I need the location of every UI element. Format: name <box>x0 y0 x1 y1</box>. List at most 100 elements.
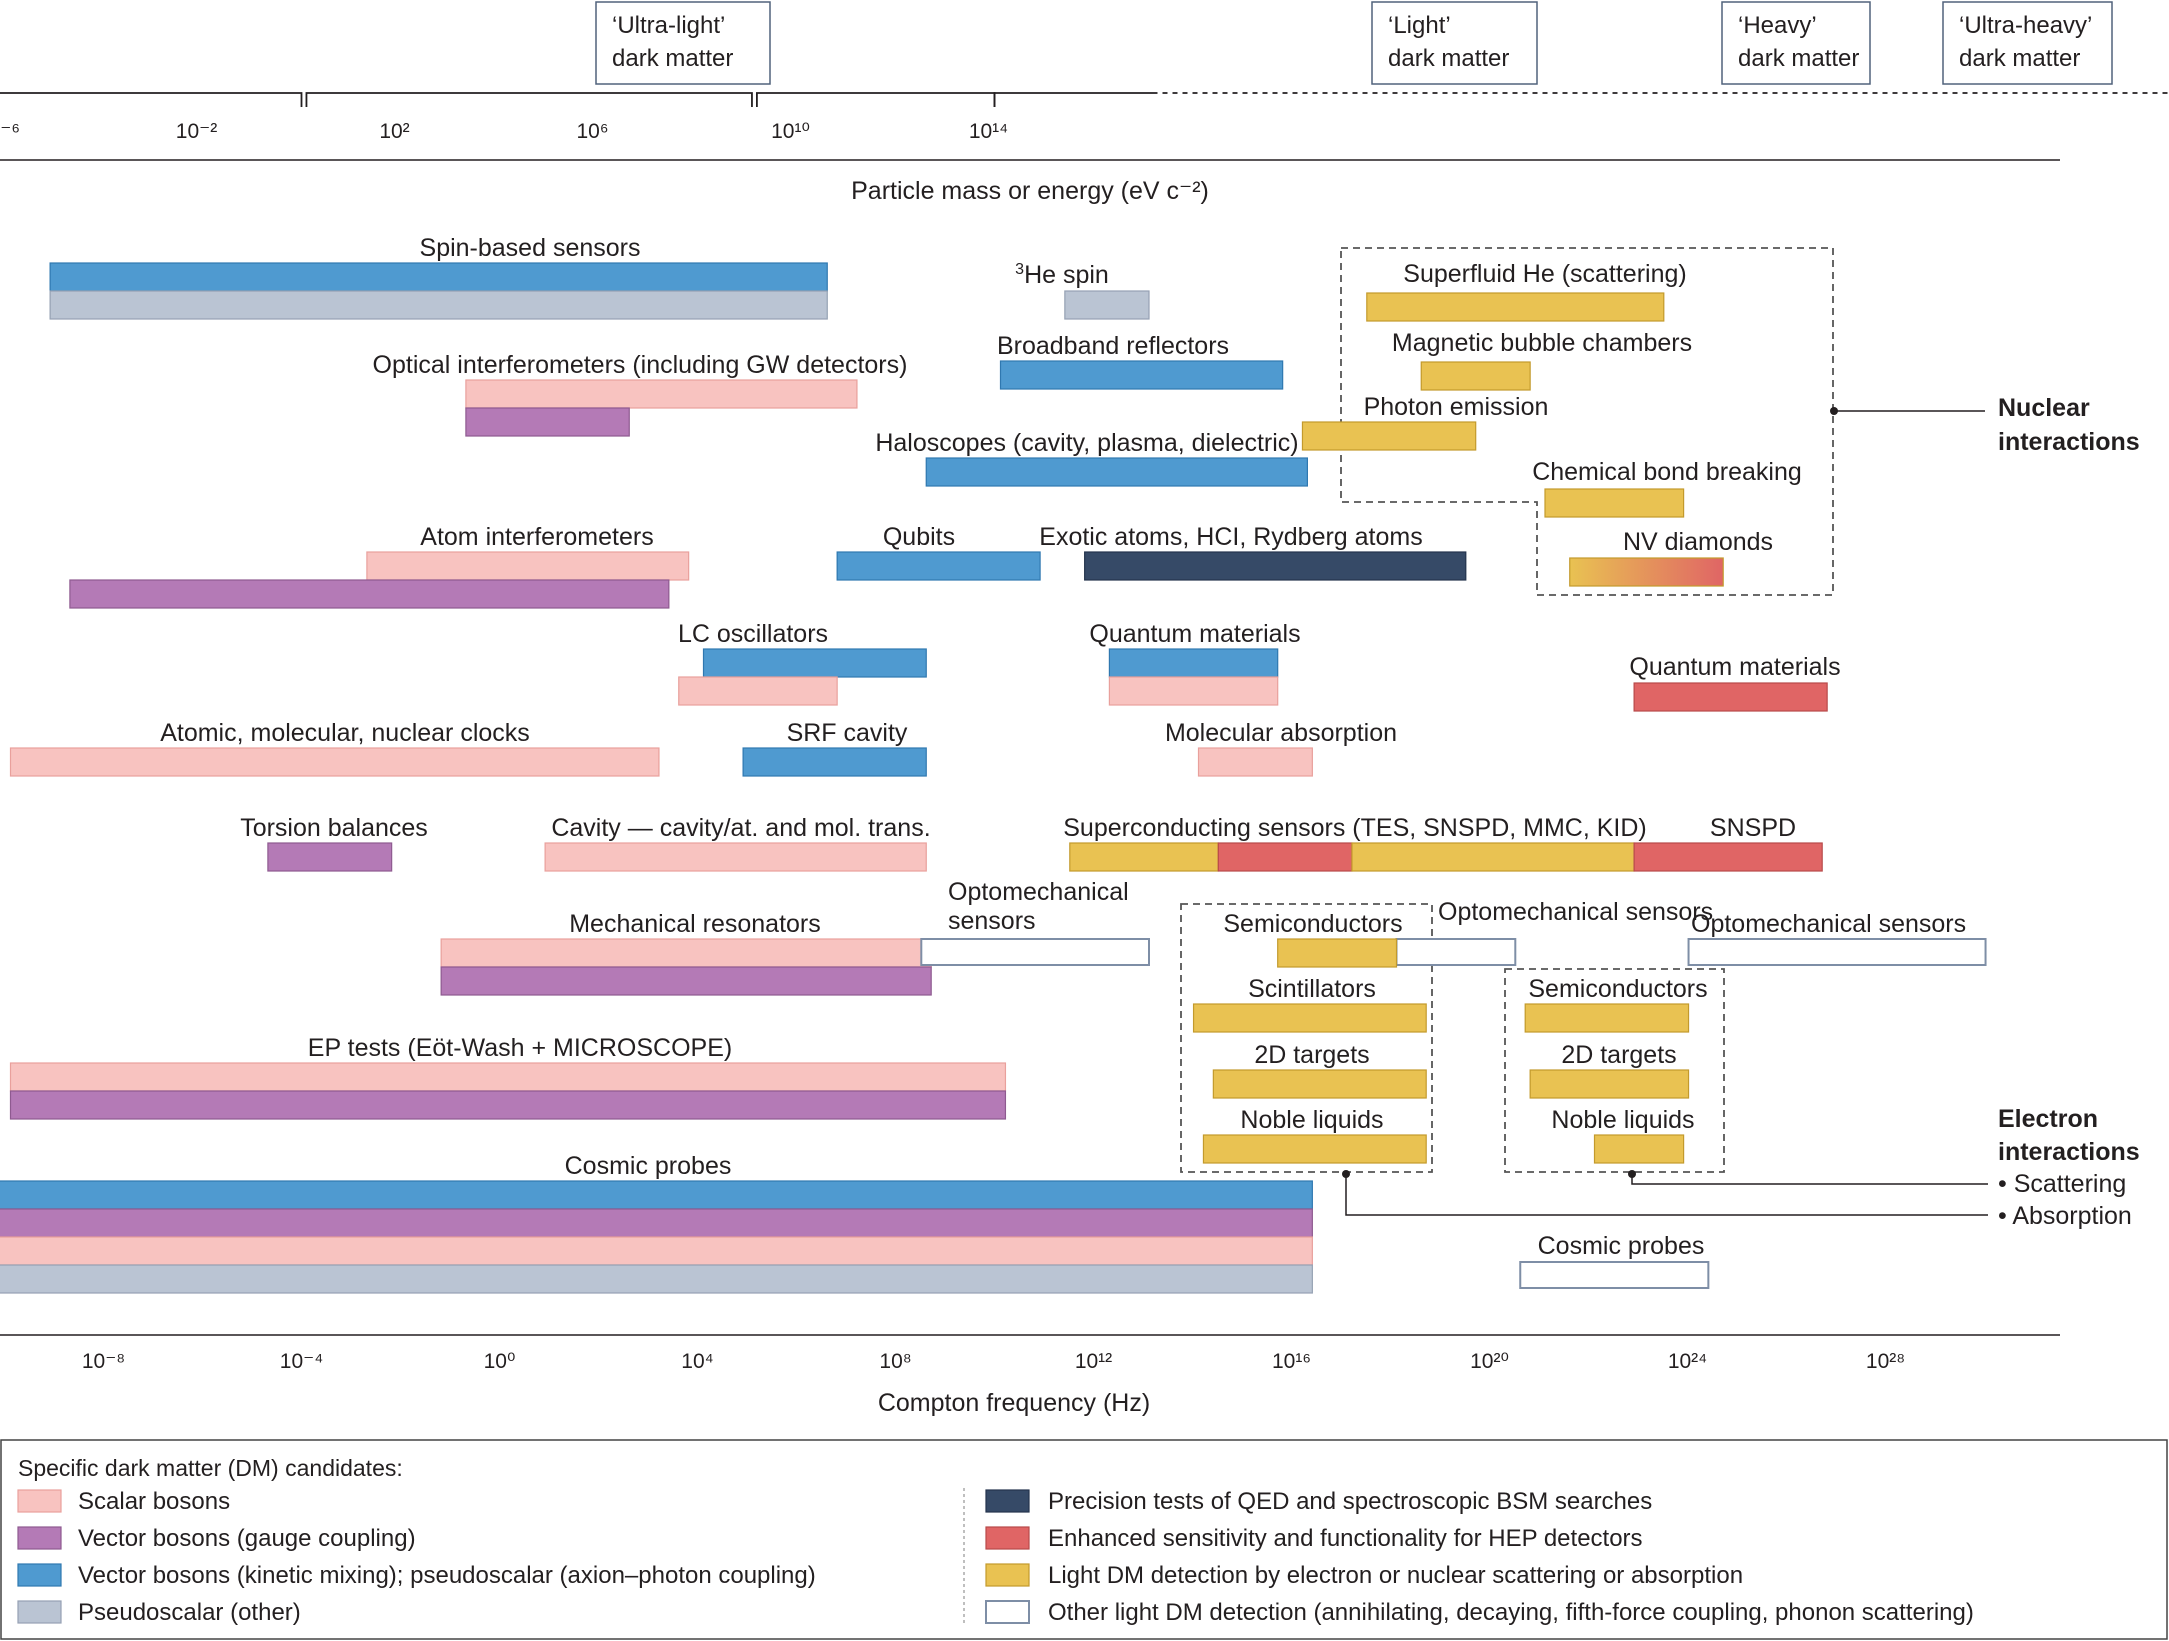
bar-segment <box>1212 1069 1427 1099</box>
absorption-leader-dot <box>1342 1170 1350 1178</box>
nuclear-label: Nuclear <box>1998 394 2090 422</box>
bar-label: Scintillators <box>1248 975 1376 1003</box>
bar-label-superscript: 3 <box>1015 261 1024 278</box>
bar-label: Chemical bond breaking <box>1532 458 1802 486</box>
bar-segment <box>69 579 670 609</box>
bottom-tick-label: 10¹² <box>1075 1350 1112 1373</box>
legend-swatch <box>985 1563 1030 1587</box>
region-subtitle: dark matter <box>1388 45 1509 72</box>
bar-label: Broadband reflectors <box>997 332 1229 360</box>
bar-label: Spin-based sensors <box>420 234 641 262</box>
region-title: ‘Heavy’ <box>1738 12 1817 39</box>
legend-label: Scalar bosons <box>78 1488 230 1515</box>
bar-segment <box>1519 1261 1710 1289</box>
region-box <box>1942 1 2113 85</box>
bar-label: SRF cavity <box>787 719 908 747</box>
bar-label: 2D targets <box>1561 1041 1676 1069</box>
bar-segment <box>1202 1134 1427 1164</box>
legend-label: Enhanced sensitivity and functionality f… <box>1048 1525 1643 1552</box>
electron-group-box-2 <box>1504 968 1725 1173</box>
bar-label-text: He spin <box>1024 261 1109 289</box>
top-tick-label: 10⁶ <box>576 120 608 143</box>
bar-segment <box>267 842 393 872</box>
bar-label: 2D targets <box>1254 1041 1369 1069</box>
bar-label: EP tests (Eöt-Wash + MICROSCOPE) <box>308 1034 732 1062</box>
scattering-label: • Scattering <box>1998 1170 2126 1198</box>
bar-segment <box>925 457 1308 487</box>
bar-label: Haloscopes (cavity, plasma, dielectric) <box>875 429 1298 457</box>
bar-segment <box>1366 292 1665 322</box>
legend-swatch <box>17 1489 62 1513</box>
bar-label: Atom interferometers <box>420 523 653 551</box>
bar-segment <box>1420 361 1531 391</box>
region-bracket <box>993 92 1153 107</box>
bar-label: Superfluid He (scattering) <box>1403 260 1686 288</box>
nuclear-group-box <box>1340 247 1834 596</box>
absorption-leader <box>1345 1174 1988 1216</box>
bar-segment <box>1277 938 1398 968</box>
bar-label: Cavity — cavity/at. and mol. trans. <box>551 814 930 842</box>
bottom-axis-label: Compton frequency (Hz) <box>878 1389 1150 1417</box>
bar-segment <box>0 1180 1313 1210</box>
grouping-boxes <box>1180 247 1834 1173</box>
bottom-axis: 10⁻⁸ 10⁻⁴ 10⁰ 10⁴ 10⁸ 10¹² 10¹⁶ 10²⁰ 10²⁴ 10²⁸ Com… <box>0 1334 2060 1417</box>
bar-segment <box>1633 682 1828 712</box>
legend-label: Other light DM detection (annihilating, … <box>1048 1599 1974 1626</box>
bar-segment <box>1687 938 1987 966</box>
region-bracket <box>305 92 753 107</box>
bar-label: Atomic, molecular, nuclear clocks <box>160 719 530 747</box>
bar-label: Quantum materials <box>1089 620 1300 648</box>
bar-label: Cosmic probes <box>565 1152 732 1180</box>
bar-label: Exotic atoms, HCI, Rydberg atoms <box>1039 523 1422 551</box>
bottom-tick-label: 10⁻⁴ <box>280 1350 323 1373</box>
bar-label: Optical interferometers (including GW de… <box>373 351 908 379</box>
bottom-tick-label: 10⁸ <box>879 1350 911 1373</box>
bar-segment <box>49 262 828 292</box>
bottom-tick-label: 10²⁰ <box>1470 1350 1509 1373</box>
bar-segment <box>742 747 927 777</box>
bar-segment <box>0 1236 1313 1266</box>
region-subtitle: dark matter <box>1738 45 1859 72</box>
bar-segment <box>0 1208 1313 1238</box>
bar-segment <box>1108 676 1279 706</box>
bar-segment <box>1395 938 1517 966</box>
legend-label: Precision tests of QED and spectroscopic… <box>1048 1488 1652 1515</box>
legend-swatch <box>985 1526 1030 1550</box>
bar-segment <box>49 290 828 320</box>
annotations: Nuclear interactions Electron interactions •… <box>1342 394 2140 1230</box>
bar-segment <box>1633 842 1823 872</box>
region-bracket <box>756 92 996 107</box>
region-title: ‘Light’ <box>1388 12 1451 39</box>
region-box <box>1721 1 1871 85</box>
bar-label: Cosmic probes <box>1538 1232 1705 1260</box>
bottom-tick-label: 10⁻⁸ <box>82 1350 125 1373</box>
top-tick-label: 10² <box>379 120 409 143</box>
legend: Specific dark matter (DM) candidates: Sca… <box>0 1439 2168 1640</box>
bar-label: Molecular absorption <box>1165 719 1397 747</box>
legend-swatch <box>985 1489 1030 1513</box>
region-subtitle: dark matter <box>612 45 733 72</box>
bar-label: Torsion balances <box>240 814 428 842</box>
legend-label: Vector bosons (gauge coupling) <box>78 1525 416 1552</box>
top-tick-label: 10¹⁰ <box>771 120 810 143</box>
bottom-tick-label: 10²⁴ <box>1668 1350 1707 1373</box>
bars <box>0 262 1987 1294</box>
bar-label: NV diamonds <box>1623 528 1773 556</box>
electron-label: interactions <box>1998 1138 2140 1166</box>
bar-labels: Spin-based sensors 3He spin Optical interf… <box>160 234 1966 1260</box>
top-axis-label: Particle mass or energy (eV c⁻²) <box>851 177 1209 205</box>
bar-segment <box>702 648 927 678</box>
scattering-leader <box>1631 1174 1988 1185</box>
top-tick-label: 10¹⁴ <box>969 120 1008 143</box>
bar-segment <box>1217 842 1353 872</box>
bar-label: Qubits <box>883 523 955 551</box>
nuclear-label: interactions <box>1998 428 2140 456</box>
bar-label-line1: Optomechanical <box>948 878 1129 906</box>
bar-segment <box>1524 1003 1690 1033</box>
bar-segment <box>836 551 1041 581</box>
bar-segment <box>9 1090 1007 1120</box>
electron-group-box-1 <box>1180 903 1433 1173</box>
bar-label: SNSPD <box>1710 814 1796 842</box>
bar-label: Optomechanical sensors <box>1691 910 1966 938</box>
